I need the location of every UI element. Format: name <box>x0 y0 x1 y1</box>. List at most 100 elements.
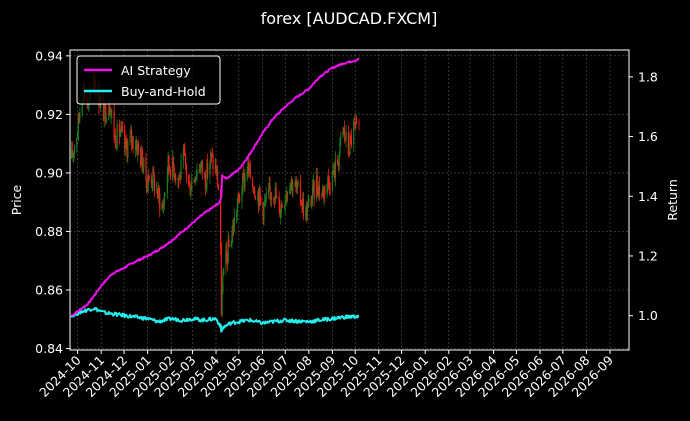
price-candle-body <box>194 176 197 183</box>
price-candle-body <box>339 138 341 153</box>
price-candle-body <box>269 185 271 192</box>
y-axis-title: Price <box>9 184 24 215</box>
price-candle-body <box>121 128 124 130</box>
price-candle-body <box>175 177 177 180</box>
price-candle-body <box>199 169 201 172</box>
price-candle-body <box>190 190 192 196</box>
price-candle-body <box>219 189 222 247</box>
price-candle-body <box>318 185 321 195</box>
price-candle-body <box>305 208 307 217</box>
price-candle-body <box>252 186 254 193</box>
price-candle-body <box>260 197 262 203</box>
price-candle-body <box>299 181 302 202</box>
price-candle-body <box>274 188 276 201</box>
price-candle-body <box>156 190 159 199</box>
price-candle-body <box>125 140 127 146</box>
price-candle-body <box>248 163 251 171</box>
price-candle-body <box>114 135 116 138</box>
price-candle-body <box>167 155 169 175</box>
price-candle-body <box>108 107 110 120</box>
price-candle-body <box>180 160 182 179</box>
price-candle-body <box>286 192 288 199</box>
price-candle-body <box>205 187 207 190</box>
price-candle-body <box>235 213 238 217</box>
price-candle-body <box>345 132 347 141</box>
price-candle-body <box>332 171 334 175</box>
price-candle-body <box>73 153 75 155</box>
price-candle-body <box>244 175 246 187</box>
price-candle-body <box>306 206 308 221</box>
price-candle-body <box>353 122 355 145</box>
price-candle-body <box>251 177 254 187</box>
price-candle-body <box>307 202 309 207</box>
price-candle-body <box>73 146 76 154</box>
price-candle-body <box>258 192 260 207</box>
price-candle-body <box>232 225 234 235</box>
price-candle-body <box>168 155 170 168</box>
price-candle-body <box>121 126 123 129</box>
price-candle-body <box>184 151 186 154</box>
chart-title: forex [AUDCAD.FXCM] <box>261 9 438 28</box>
price-candle-body <box>283 206 286 208</box>
price-candle-body <box>350 135 352 137</box>
price-candle-body <box>273 198 276 201</box>
price-candle-body <box>210 152 213 155</box>
price-candle-body <box>204 173 206 190</box>
price-candle-body <box>270 197 273 200</box>
price-candle-body <box>157 186 159 199</box>
price-candle-body <box>308 199 310 203</box>
price-candle-body <box>355 121 357 126</box>
price-candle-body <box>87 104 89 108</box>
price-candle-body <box>172 156 174 178</box>
price-candle-body <box>158 186 160 194</box>
price-candle-body <box>70 149 73 159</box>
price-candle-body <box>225 249 227 268</box>
price-candle-body <box>289 189 291 195</box>
price-candle-body <box>338 152 340 167</box>
legend-label-ai-strategy: AI Strategy <box>121 63 191 78</box>
price-candle-body <box>124 140 127 149</box>
price-candle-body <box>108 107 111 109</box>
price-candle-body <box>281 204 283 208</box>
price-candle-body <box>263 203 265 220</box>
price-candle-body <box>343 127 345 129</box>
price-candle-body <box>79 113 81 119</box>
price-candle-body <box>254 197 257 200</box>
price-candle-body <box>242 174 244 194</box>
return-lines <box>70 57 360 333</box>
price-candle-body <box>195 175 197 177</box>
price-candle-body <box>222 275 224 292</box>
price-candle-body <box>210 152 212 164</box>
price-candle-body <box>163 196 165 206</box>
price-candle-body <box>295 181 297 185</box>
price-candle-body <box>119 132 121 137</box>
price-candle-body <box>312 180 314 186</box>
price-candle-body <box>137 143 140 149</box>
price-candle-body <box>340 136 342 139</box>
price-candle-body <box>254 191 256 198</box>
y2-tick-label: 1.0 <box>638 308 658 323</box>
price-candle-body <box>140 148 142 165</box>
price-candle-body <box>134 148 137 150</box>
price-candle-body <box>153 174 156 192</box>
price-candle-body <box>169 167 171 170</box>
price-candle-body <box>312 185 314 199</box>
price-candle-body <box>137 143 139 155</box>
price-candle-body <box>230 244 232 247</box>
price-candle-body <box>279 204 281 217</box>
price-candle-body <box>321 194 323 196</box>
price-candle-body <box>204 173 206 175</box>
y2-tick-label: 1.2 <box>638 248 658 263</box>
price-candle-body <box>196 169 198 176</box>
price-candles <box>70 72 360 317</box>
price-candle-body <box>76 137 78 147</box>
price-candle-body <box>249 163 251 178</box>
price-candle-body <box>78 113 80 119</box>
price-candle-body <box>99 106 101 107</box>
price-candle-body <box>354 122 356 126</box>
price-candle-body <box>358 123 360 125</box>
price-candle-body <box>333 164 335 175</box>
price-candle-body <box>290 179 292 184</box>
price-candle-body <box>237 194 239 205</box>
price-candle-body <box>105 105 107 122</box>
